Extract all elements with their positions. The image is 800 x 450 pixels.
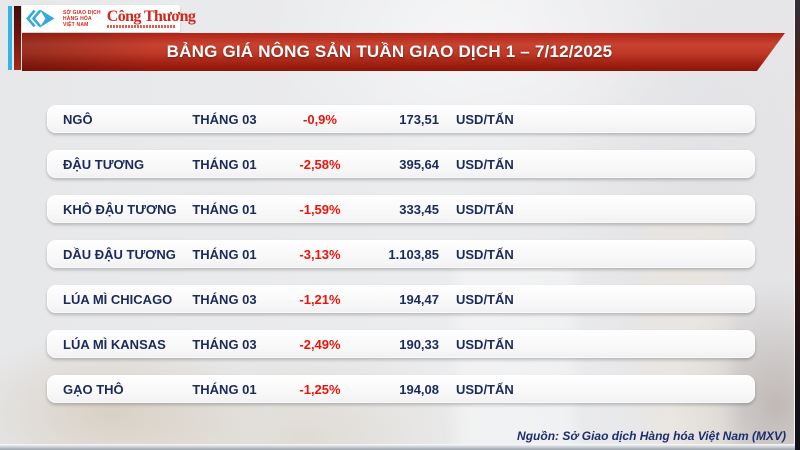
- page-title: BẢNG GIÁ NÔNG SẢN TUẦN GIAO DỊCH 1 – 7/1…: [166, 42, 613, 61]
- table-row: NGÔ THÁNG 03 -0,9% 173,51 USD/TẤN: [47, 105, 755, 133]
- price-cell: 173,51: [399, 111, 439, 127]
- price-table: NGÔ THÁNG 03 -0,9% 173,51 USD/TẤN ĐẬU TƯ…: [47, 105, 755, 420]
- mxv-org-line: HÀNG HÓA: [63, 15, 92, 22]
- congthuong-wordmark: Công Thương: [106, 8, 196, 25]
- change-percent-cell: -1,21%: [299, 291, 341, 307]
- unit-cell: USD/TẤN: [456, 111, 514, 127]
- table-row: LÚA MÌ KANSAS THÁNG 03 -2,49% 190,33 USD…: [47, 330, 755, 358]
- unit-cell: USD/TẤN: [456, 336, 514, 352]
- price-cell: 333,45: [399, 201, 439, 217]
- mxv-org-line: SỞ GIAO DỊCH: [63, 9, 101, 16]
- contract-month-cell: THÁNG 01: [192, 246, 257, 262]
- unit-cell: USD/TẤN: [456, 381, 514, 397]
- bottom-bevel-edge: [0, 444, 795, 450]
- price-cell: 194,47: [399, 291, 439, 307]
- publisher-logo-plate: SỞ GIAO DỊCH HÀNG HÓA VIỆT NAM Công Thươ…: [22, 5, 196, 32]
- change-percent-cell: -0,9%: [303, 111, 337, 127]
- contract-month-cell: THÁNG 03: [192, 336, 257, 352]
- commodity-cell: NGÔ: [63, 111, 93, 127]
- contract-month-cell: THÁNG 01: [192, 201, 257, 217]
- change-percent-cell: -1,59%: [299, 201, 341, 217]
- unit-cell: USD/TẤN: [456, 156, 514, 172]
- table-row: ĐẬU TƯƠNG THÁNG 01 -2,58% 395,64 USD/TẤN: [47, 150, 755, 178]
- contract-month-cell: THÁNG 01: [192, 381, 257, 397]
- commodity-cell: KHÔ ĐẬU TƯƠNG: [63, 201, 177, 217]
- commodity-cell: LÚA MÌ KANSAS: [63, 336, 166, 352]
- commodity-cell: LÚA MÌ CHICAGO: [63, 291, 173, 307]
- table-row: LÚA MÌ CHICAGO THÁNG 03 -1,21% 194,47 US…: [47, 285, 755, 313]
- table-row: KHÔ ĐẬU TƯƠNG THÁNG 01 -1,59% 333,45 USD…: [47, 195, 755, 223]
- contract-month-cell: THÁNG 03: [192, 291, 257, 307]
- left-accent-stripe-maroon: [14, 6, 21, 70]
- table-row: DẦU ĐẬU TƯƠNG THÁNG 01 -3,13% 1.103,85 U…: [47, 240, 755, 268]
- title-banner: BẢNG GIÁ NÔNG SẢN TUẦN GIAO DỊCH 1 – 7/1…: [22, 33, 785, 71]
- change-percent-cell: -2,49%: [299, 336, 341, 352]
- left-accent-stripe-blue: [8, 6, 12, 70]
- commodity-cell: DẦU ĐẬU TƯƠNG: [63, 246, 176, 262]
- price-cell: 190,33: [399, 336, 439, 352]
- change-percent-cell: -1,25%: [299, 381, 341, 397]
- congthuong-tagline-strip: [106, 25, 175, 28]
- source-note: Nguồn: Sở Giao dịch Hàng hóa Việt Nam (M…: [517, 429, 786, 443]
- contract-month-cell: THÁNG 01: [192, 156, 257, 172]
- commodity-cell: GẠO THÔ: [63, 381, 124, 397]
- commodity-cell: ĐẬU TƯƠNG: [63, 156, 145, 172]
- unit-cell: USD/TẤN: [456, 291, 514, 307]
- change-percent-cell: -3,13%: [299, 246, 341, 262]
- unit-cell: USD/TẤN: [456, 246, 514, 262]
- congthuong-logo: Công Thương: [106, 8, 196, 28]
- unit-cell: USD/TẤN: [456, 201, 514, 217]
- change-percent-cell: -2,58%: [299, 156, 341, 172]
- right-edge-photo-strip: [794, 0, 800, 450]
- table-row: GẠO THÔ THÁNG 01 -1,25% 194,08 USD/TẤN: [47, 375, 755, 403]
- contract-month-cell: THÁNG 03: [192, 111, 257, 127]
- price-cell: 194,08: [399, 381, 439, 397]
- mxv-org-name: SỞ GIAO DỊCH HÀNG HÓA VIỆT NAM: [63, 10, 101, 28]
- price-cell: 1.103,85: [388, 246, 439, 262]
- mxv-chevron-logo-icon: [26, 9, 55, 28]
- mxv-org-line: VIỆT NAM: [63, 21, 89, 28]
- price-cell: 395,64: [399, 156, 439, 172]
